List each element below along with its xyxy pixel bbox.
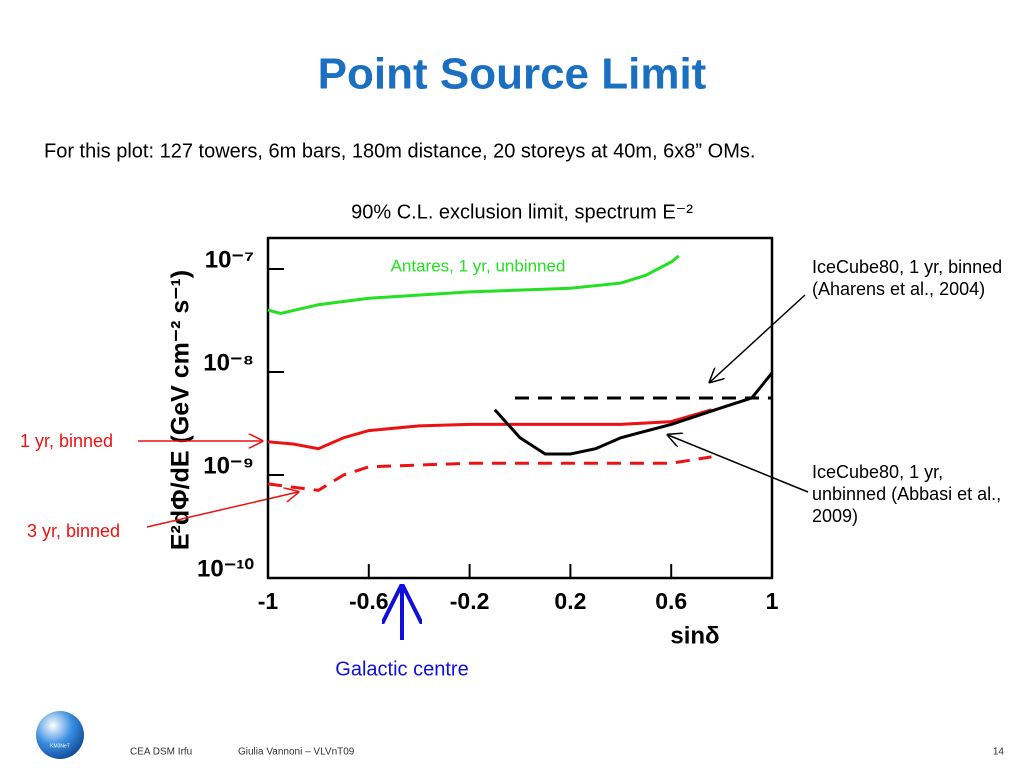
subtitle: For this plot: 127 towers, 6m bars, 180m… [44, 140, 755, 162]
series-line [267, 455, 712, 492]
slide-title: Point Source Limit [318, 50, 707, 99]
series-label: IceCube80, 1 yr, binned (Aharens et al.,… [812, 257, 1003, 299]
plot-frame [266, 236, 774, 580]
series-line [267, 408, 712, 451]
y-tick-label: 10⁻⁸ [203, 349, 254, 376]
y-tick-label: 10⁻⁷ [205, 246, 254, 273]
series-label: Antares, 1 yr, unbinned [391, 256, 566, 275]
x-tick-label: -0.2 [450, 588, 490, 614]
x-tick-label: 0.6 [655, 588, 687, 614]
annotation: Galactic centre [335, 658, 468, 680]
y-tick-label: 10⁻⁹ [203, 452, 254, 479]
series-line [493, 371, 774, 456]
x-axis-label: sinδ [670, 622, 719, 649]
series-label: IceCube80, 1 yr, unbinned (Abbasi et al.… [812, 462, 1002, 526]
x-tick-label: -1 [258, 588, 279, 614]
arrow [668, 435, 809, 493]
arrow [710, 294, 806, 382]
y-axis-label: E²dΦ/dE (GeV cm⁻² s⁻¹) [167, 270, 195, 550]
footer-text: CEA DSM Irfu [130, 747, 192, 758]
page-number: 14 [993, 747, 1005, 758]
series-label: 1 yr, binned [20, 431, 113, 451]
x-tick-label: 1 [766, 588, 779, 614]
x-tick-label: -0.6 [349, 588, 389, 614]
logo [36, 711, 84, 759]
series-line [267, 254, 680, 316]
x-tick-label: 0.2 [554, 588, 586, 614]
arrow [146, 492, 298, 528]
y-tick-label: 10⁻¹⁰ [197, 555, 254, 582]
logo-text: KM3NeT [50, 743, 70, 749]
series-label: 3 yr, binned [27, 521, 120, 541]
footer-text: Giulia Vannoni – VLVnT09 [238, 747, 355, 758]
chart-title: 90% C.L. exclusion limit, spectrum E⁻² [351, 201, 693, 223]
